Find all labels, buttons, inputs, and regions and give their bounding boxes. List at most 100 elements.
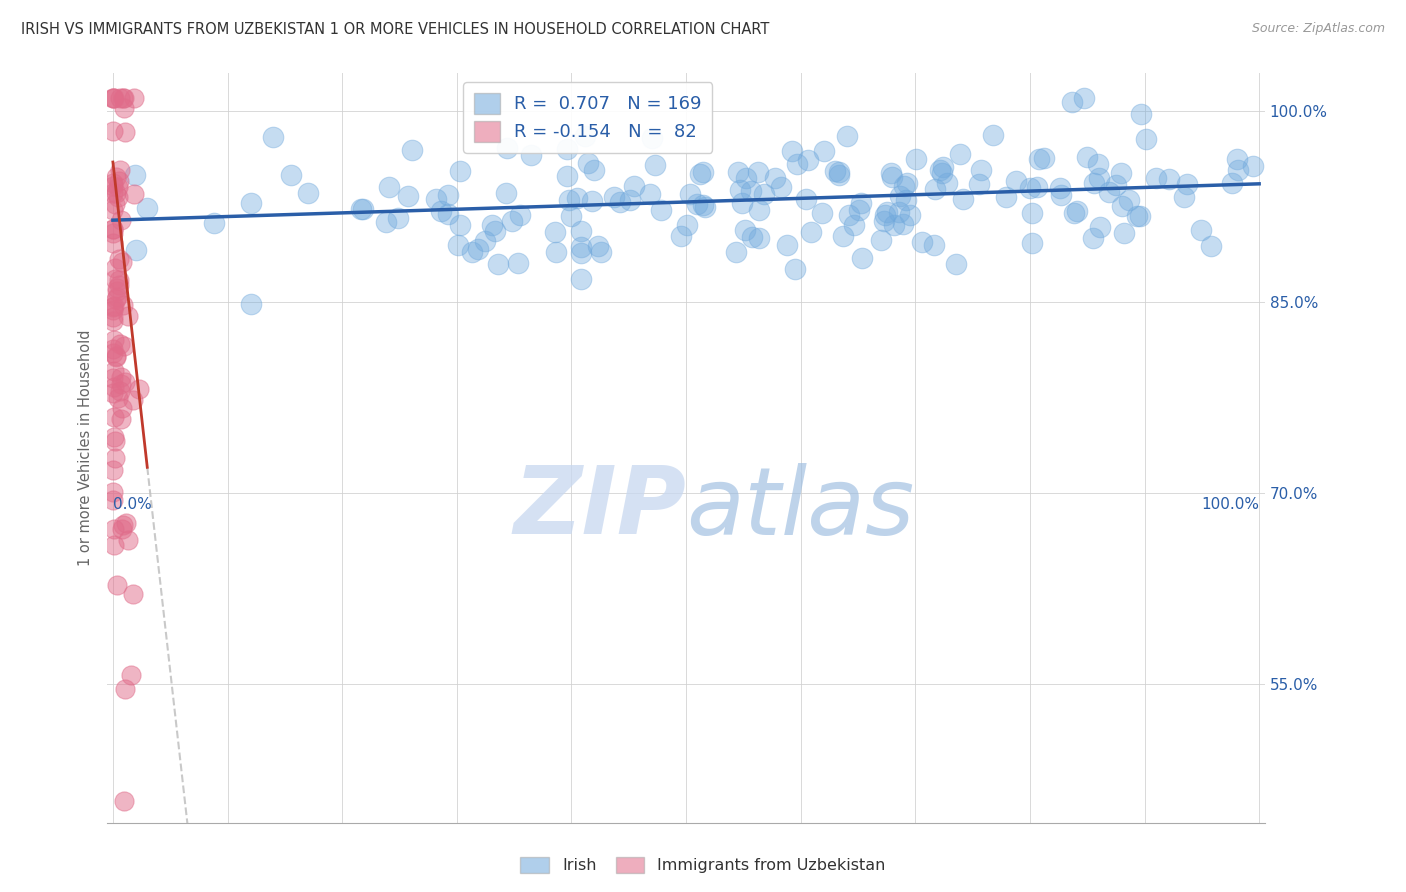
Point <box>969 163 991 178</box>
Point <box>741 229 763 244</box>
Legend: Irish, Immigrants from Uzbekistan: Irish, Immigrants from Uzbekistan <box>515 850 891 880</box>
Point <box>1144 171 1167 186</box>
Point <box>122 91 145 105</box>
Point <box>1241 159 1264 173</box>
Point <box>748 231 770 245</box>
Point <box>496 141 519 155</box>
Point <box>560 210 582 224</box>
Point <box>686 197 709 211</box>
Point <box>848 202 870 217</box>
Point <box>112 339 135 353</box>
Point <box>770 180 793 194</box>
Point <box>650 202 672 217</box>
Point <box>437 206 460 220</box>
Point <box>352 202 374 216</box>
Point <box>1118 194 1140 208</box>
Point <box>110 377 132 392</box>
Point <box>136 201 159 215</box>
Point <box>800 225 823 239</box>
Point <box>581 194 603 209</box>
Point <box>101 227 124 241</box>
Point <box>555 142 578 156</box>
Point <box>1083 176 1105 190</box>
Point <box>813 145 835 159</box>
Point <box>101 203 124 218</box>
Point <box>103 364 125 378</box>
Point <box>509 208 531 222</box>
Point <box>425 192 447 206</box>
Point <box>576 155 599 169</box>
Point <box>952 192 974 206</box>
Point <box>105 350 128 364</box>
Point <box>474 234 496 248</box>
Point <box>112 794 135 808</box>
Point <box>928 162 950 177</box>
Point <box>107 392 129 406</box>
Point <box>905 152 928 166</box>
Point <box>101 176 124 190</box>
Point <box>776 238 799 252</box>
Point <box>124 168 146 182</box>
Point <box>893 178 915 193</box>
Point <box>676 218 699 232</box>
Point <box>1199 239 1222 253</box>
Point <box>101 91 124 105</box>
Point <box>108 252 131 266</box>
Point <box>128 382 150 396</box>
Point <box>896 177 918 191</box>
Text: atlas: atlas <box>686 463 914 554</box>
Point <box>103 346 125 360</box>
Point <box>110 370 132 384</box>
Point <box>115 516 138 531</box>
Point <box>103 333 125 347</box>
Point <box>931 161 953 175</box>
Point <box>555 169 578 183</box>
Point <box>107 190 129 204</box>
Text: IRISH VS IMMIGRANTS FROM UZBEKISTAN 1 OR MORE VEHICLES IN HOUSEHOLD CORRELATION : IRISH VS IMMIGRANTS FROM UZBEKISTAN 1 OR… <box>21 22 769 37</box>
Point <box>569 246 592 260</box>
Point <box>108 174 131 188</box>
Point <box>1189 223 1212 237</box>
Point <box>873 214 896 228</box>
Point <box>1005 173 1028 187</box>
Point <box>837 129 859 144</box>
Point <box>447 238 470 252</box>
Point <box>1226 152 1249 166</box>
Point <box>924 182 946 196</box>
Point <box>104 197 127 211</box>
Point <box>1081 231 1104 245</box>
Point <box>1076 150 1098 164</box>
Point <box>1021 236 1043 251</box>
Point <box>1063 206 1085 220</box>
Point <box>569 272 592 286</box>
Point <box>437 187 460 202</box>
Point <box>124 187 146 202</box>
Point <box>202 216 225 230</box>
Point <box>1049 181 1071 195</box>
Point <box>103 485 125 500</box>
Point <box>374 214 396 228</box>
Point <box>112 91 135 105</box>
Point <box>105 281 128 295</box>
Point <box>484 224 506 238</box>
Point <box>297 186 319 200</box>
Point <box>1087 157 1109 171</box>
Point <box>108 278 131 293</box>
Point <box>114 375 136 389</box>
Point <box>101 179 124 194</box>
Point <box>783 262 806 277</box>
Point <box>679 187 702 202</box>
Point <box>461 244 484 259</box>
Point <box>280 168 302 182</box>
Point <box>880 169 903 184</box>
Point <box>752 186 775 201</box>
Y-axis label: 1 or more Vehicles in Household: 1 or more Vehicles in Household <box>79 330 93 566</box>
Point <box>876 205 898 219</box>
Point <box>104 271 127 285</box>
Point <box>1135 132 1157 146</box>
Point <box>101 342 124 356</box>
Point <box>101 310 124 325</box>
Point <box>763 170 786 185</box>
Point <box>110 401 132 415</box>
Point <box>108 384 131 398</box>
